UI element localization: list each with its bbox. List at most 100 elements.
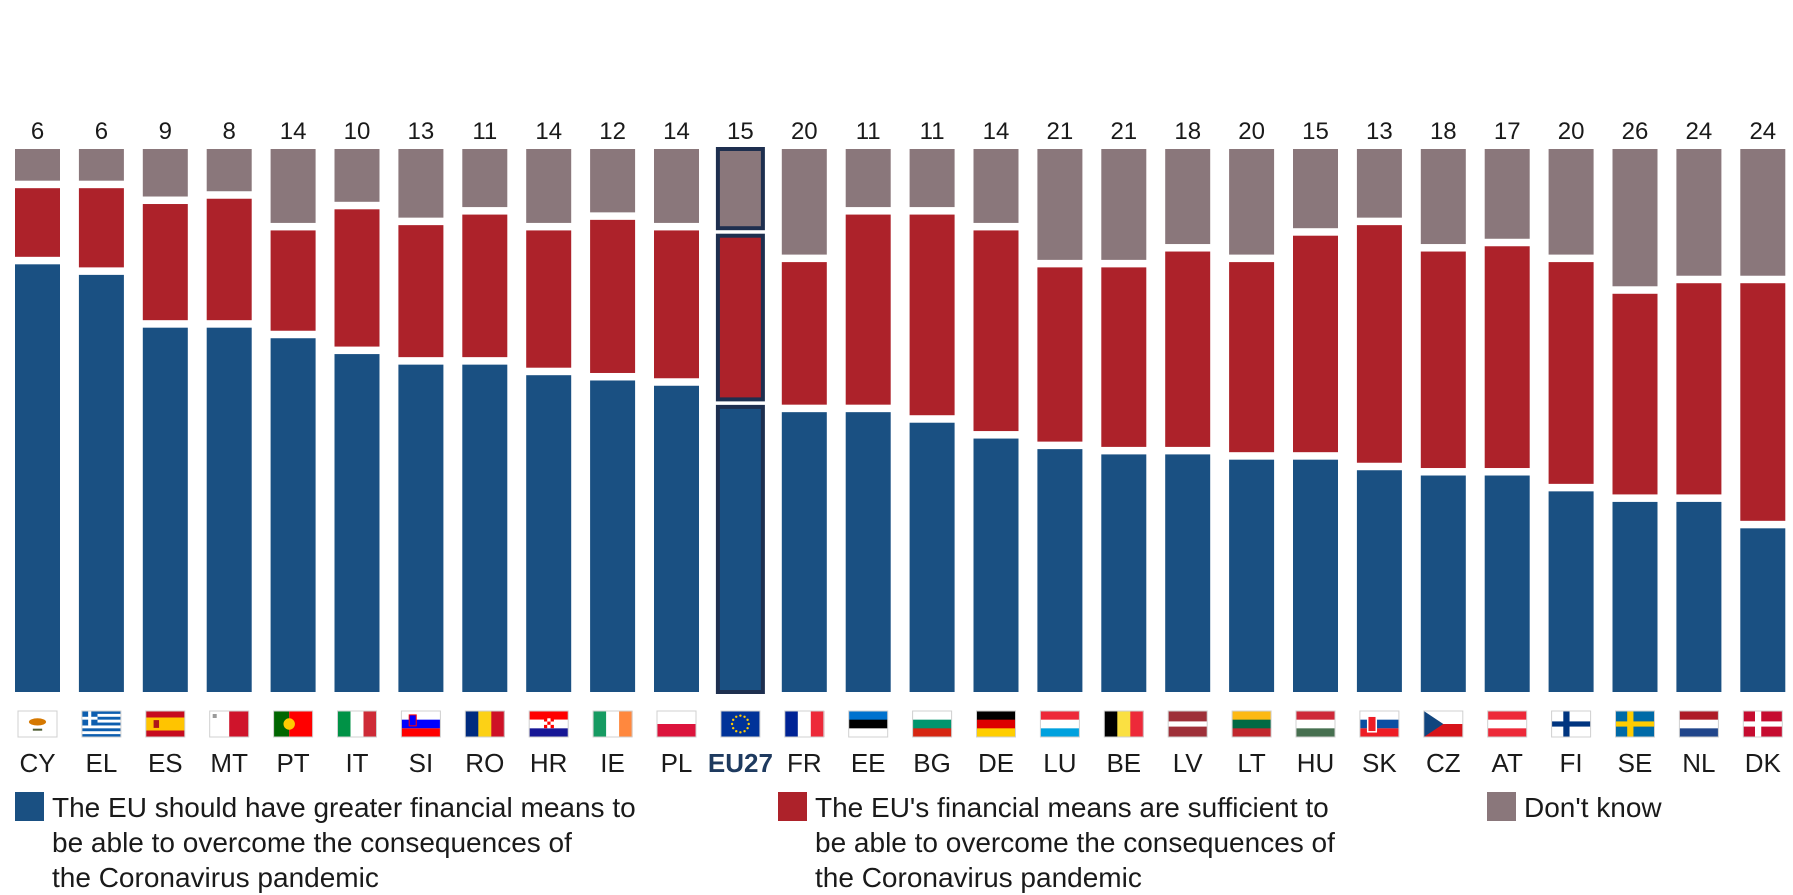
stacked-bar-chart: 81136 CY 79156 EL 69229 ES 69238 MT 671914 PT 6426… [15,118,1786,778]
bar-sufficient-means-it [334,209,380,347]
bar-greater-means-hu [1293,459,1338,692]
bar-group-cz: 414118 [1420,118,1466,692]
country-code-es: ES [148,748,183,778]
bar-dont-know-it [334,149,380,202]
country-code-de: DE [978,748,1014,778]
country-code-nl: NL [1682,748,1715,778]
bar-sufficient-means-at [1484,246,1530,469]
flag-fi-icon [1551,710,1592,738]
bar-sufficient-means-ee [845,214,891,405]
flag-cy-icon [17,710,58,738]
bar-group-sk: 424513 [1356,118,1402,692]
bar-greater-means-si [398,364,444,692]
bar-sufficient-means-el [78,188,124,268]
bar-dont-know-ro [462,149,508,208]
bar-group-ee: 533611 [845,118,891,692]
value-label: 20 [1238,118,1265,145]
flag-el-icon [81,710,122,738]
flag-lu-icon [1039,710,1080,738]
flag-dk-icon [1742,710,1783,738]
bar-sufficient-means-be [1101,267,1147,447]
flag-cz-icon [1423,710,1464,738]
bar-group-es: 69229 [142,118,188,692]
bar-sufficient-means-es [142,204,188,321]
bar-dont-know-eu27 [715,147,765,231]
value-label: 10 [344,118,371,145]
bar-greater-means-ee [845,412,891,692]
bar-sufficient-means-sk [1356,225,1402,463]
bar-sufficient-means-hr [526,230,572,368]
flag-hr-icon [528,710,569,738]
value-label: 14 [280,118,307,145]
legend-line: the Coronavirus pandemic [815,862,1142,893]
flag-it-icon [337,710,377,738]
legend-item-sufficient-means: The EU's financial means are sufficient … [778,790,1335,895]
bar-greater-means-ie [590,380,636,692]
value-label: 15 [727,118,754,145]
bar-dont-know-mt [206,149,252,192]
bar-greater-means-el [78,274,124,692]
bar-sufficient-means-cy [15,188,60,257]
bar-group-lv: 453718 [1165,118,1211,692]
bar-dont-know-ee [845,149,891,208]
country-code-lu: LU [1043,748,1076,778]
bar-group-lt: 443620 [1229,118,1275,692]
value-label: 15 [1302,118,1329,145]
bar-sufficient-means-fr [781,262,827,405]
bar-group-hu: 444115 [1293,118,1338,692]
bar-sufficient-means-lu [1037,267,1083,442]
bar-sufficient-means-fi [1548,262,1594,484]
flag-hu-icon [1295,710,1336,738]
bar-sufficient-means-bg [909,214,955,416]
bar-greater-means-eu27 [715,404,765,694]
country-code-eu27: EU27 [708,748,773,778]
bar-sufficient-means-se [1612,293,1658,495]
flag-nl-icon [1678,710,1719,738]
bar-sufficient-means-dk [1740,283,1786,521]
legend-line: The EU should have greater financial mea… [52,792,636,823]
bar-dont-know-de [973,149,1019,223]
bar-group-eu27: 543115 [715,118,765,694]
bar-group-cy: 81136 [15,118,60,692]
flag-lt-icon [1231,710,1272,738]
value-label: 14 [535,118,562,145]
legend-swatch-red [778,792,807,821]
value-label: 14 [663,118,690,145]
bar-sufficient-means-pt [270,230,316,331]
value-label: 21 [1110,118,1137,145]
bar-dont-know-hr [526,149,572,223]
value-label: 13 [408,118,435,145]
value-label: 13 [1366,118,1393,145]
country-code-mt: MT [210,748,248,778]
bar-greater-means-pl [654,385,699,692]
bar-group-de: 483814 [973,118,1019,692]
country-code-ie: IE [600,748,625,778]
bar-greater-means-cy [15,264,60,692]
bar-greater-means-hr [526,375,572,692]
bar-greater-means-fi [1548,491,1594,692]
bar-group-ie: 592912 [590,118,636,692]
bar-greater-means-pt [270,338,316,692]
country-code-bg: BG [913,748,951,778]
value-label: 18 [1430,118,1457,145]
bar-dont-know-cy [15,149,60,181]
country-code-pl: PL [661,748,693,778]
legend-line: be able to overcome the consequences of [52,827,572,858]
bar-sufficient-means-eu27 [715,233,765,402]
bar-sufficient-means-nl [1676,283,1722,495]
country-code-pt: PT [276,748,309,778]
bar-dont-know-el [78,149,124,181]
flag-lv-icon [1167,710,1208,738]
country-code-si: SI [409,748,434,778]
legend-line: be able to overcome the consequences of [815,827,1335,858]
country-code-lt: LT [1237,748,1266,778]
bar-dont-know-dk [1740,149,1786,276]
flag-fr-icon [784,710,825,738]
bar-sufficient-means-hu [1293,235,1338,453]
legend-label-greater-means: The EU should have greater financial mea… [52,790,636,895]
value-label: 24 [1749,118,1776,145]
legend-item-dont-know: Don't know [1487,790,1662,825]
country-code-ro: RO [465,748,504,778]
value-label: 12 [599,118,626,145]
bar-group-si: 622513 [398,118,444,692]
